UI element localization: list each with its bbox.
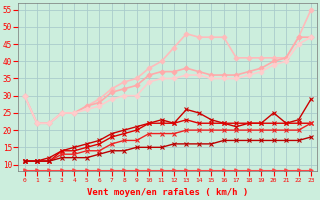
X-axis label: Vent moyen/en rafales ( km/h ): Vent moyen/en rafales ( km/h ) [87, 188, 248, 197]
